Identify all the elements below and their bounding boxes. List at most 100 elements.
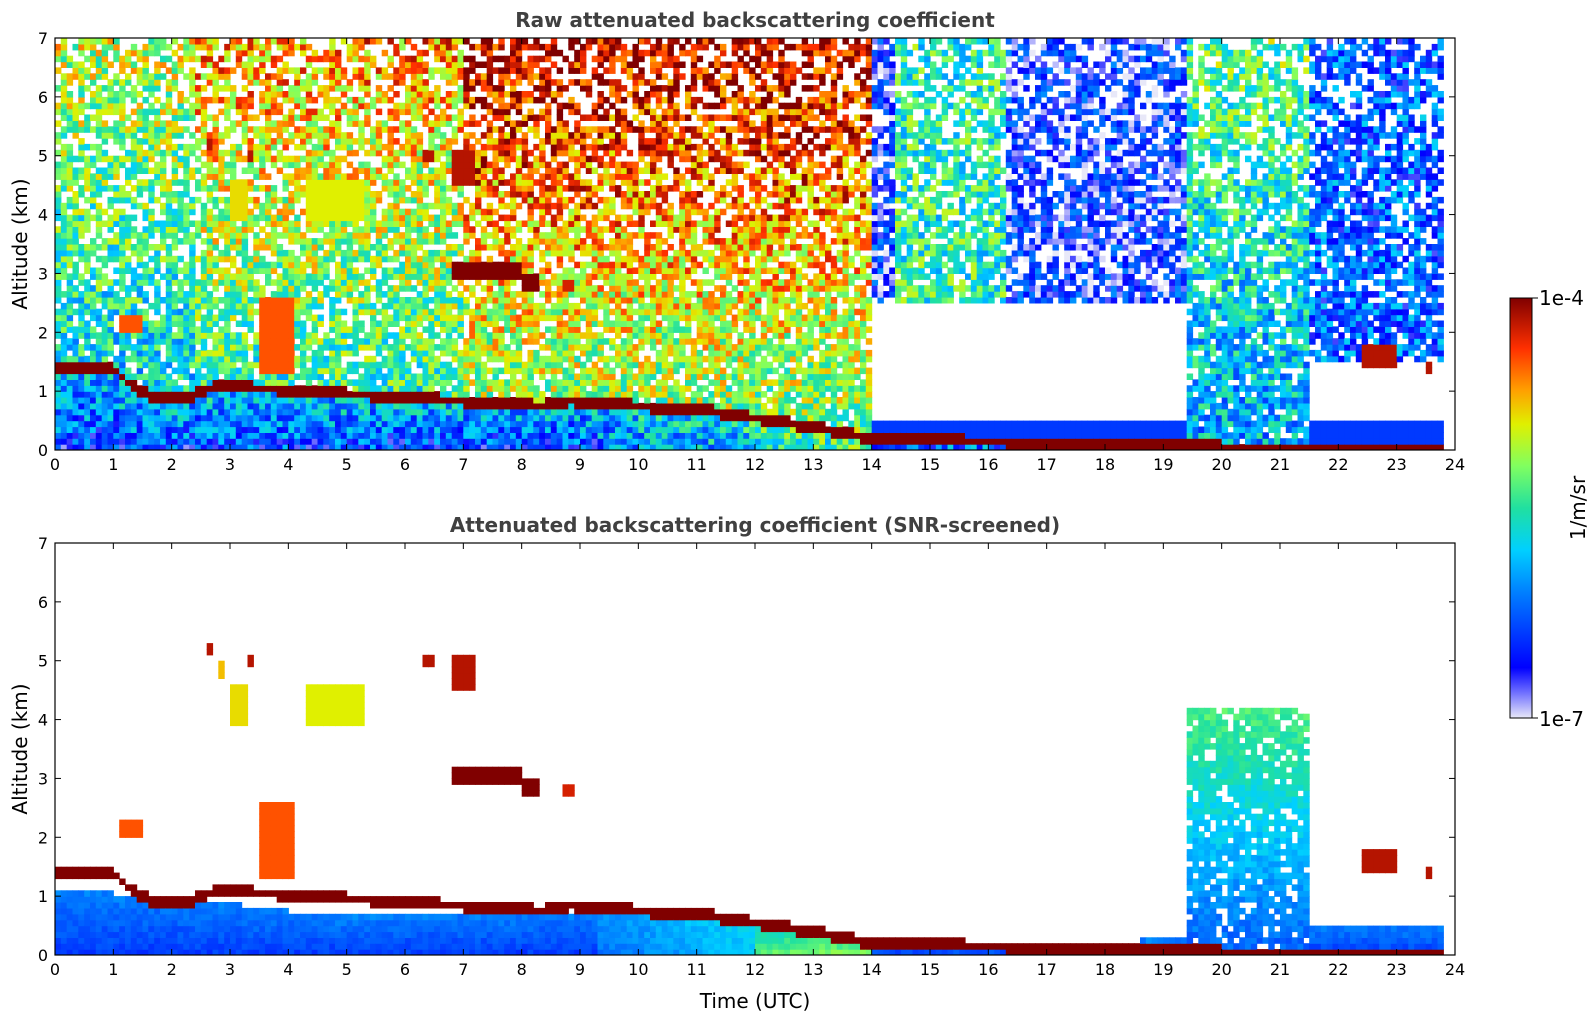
heatmap-cell bbox=[428, 355, 435, 363]
heatmap-cell bbox=[440, 373, 447, 380]
heatmap-cell bbox=[568, 179, 575, 186]
heatmap-cell bbox=[317, 349, 324, 357]
heatmap-cell bbox=[311, 244, 319, 251]
heatmap-cell bbox=[445, 432, 453, 439]
heatmap-cell bbox=[515, 432, 523, 439]
heatmap-cell bbox=[486, 67, 494, 74]
heatmap-cell bbox=[113, 208, 120, 216]
heatmap-cell bbox=[72, 385, 79, 392]
heatmap-cell bbox=[364, 191, 371, 198]
heatmap-cell bbox=[399, 185, 406, 192]
heatmap-cell bbox=[422, 202, 429, 210]
heatmap-cell bbox=[545, 79, 552, 86]
heatmap-cell bbox=[329, 432, 336, 439]
heatmap-cell bbox=[183, 108, 190, 116]
heatmap-cell bbox=[107, 249, 114, 257]
heatmap-cell bbox=[130, 285, 138, 292]
heatmap-cell bbox=[498, 349, 505, 357]
heatmap-cell bbox=[323, 232, 330, 239]
heatmap-cell bbox=[142, 432, 149, 439]
heatmap-cell bbox=[358, 338, 365, 345]
heatmap-cell bbox=[457, 114, 464, 121]
heatmap-cell bbox=[60, 255, 68, 263]
heatmap-cell bbox=[405, 344, 412, 351]
heatmap-cell bbox=[235, 426, 243, 433]
heatmap-cell bbox=[200, 185, 208, 192]
heatmap-cell bbox=[340, 367, 348, 375]
heatmap-cell bbox=[212, 202, 219, 210]
heatmap-cell bbox=[539, 402, 546, 410]
heatmap-cell bbox=[323, 344, 330, 351]
heatmap-cell bbox=[265, 261, 272, 269]
heatmap-cell bbox=[521, 426, 529, 433]
heatmap-cell bbox=[492, 96, 499, 104]
heatmap-cell bbox=[574, 273, 581, 280]
heatmap-cell bbox=[72, 285, 79, 292]
heatmap-cell bbox=[265, 332, 272, 339]
heatmap-cell bbox=[148, 85, 155, 92]
heatmap-cell bbox=[311, 126, 319, 133]
heatmap-cell bbox=[212, 138, 219, 145]
heatmap-cell bbox=[381, 426, 389, 433]
heatmap-cell bbox=[113, 444, 120, 450]
heatmap-cell bbox=[393, 108, 400, 116]
heatmap-cell bbox=[177, 267, 184, 274]
heatmap-cell bbox=[410, 91, 418, 98]
heatmap-cell bbox=[562, 320, 569, 327]
heatmap-cell bbox=[504, 314, 511, 322]
heatmap-cell bbox=[346, 132, 354, 139]
heatmap-cell bbox=[556, 214, 564, 222]
heatmap-cell bbox=[265, 426, 272, 433]
heatmap-cell bbox=[230, 385, 237, 392]
heatmap-cell bbox=[364, 367, 371, 375]
heatmap-cell bbox=[480, 349, 488, 357]
heatmap-cell bbox=[428, 361, 435, 369]
heatmap-cell bbox=[329, 196, 336, 204]
heatmap-cell bbox=[521, 261, 529, 269]
heatmap-cell bbox=[550, 385, 558, 392]
heatmap-cell bbox=[288, 161, 295, 169]
heatmap-cell bbox=[130, 302, 138, 310]
heatmap-cell bbox=[352, 273, 359, 280]
heatmap-cell bbox=[265, 279, 272, 286]
heatmap-cell bbox=[241, 85, 249, 92]
heatmap-cell bbox=[410, 79, 418, 86]
heatmap-cell bbox=[241, 138, 249, 145]
heatmap-cell bbox=[177, 179, 184, 186]
heatmap-cell bbox=[171, 244, 179, 251]
heatmap-cell bbox=[259, 420, 266, 428]
heatmap-cell bbox=[142, 355, 149, 363]
heatmap-cell bbox=[545, 297, 552, 304]
heatmap-cell bbox=[107, 308, 114, 316]
heatmap-cell bbox=[224, 379, 231, 386]
heatmap-cell bbox=[206, 226, 214, 233]
heatmap-cell bbox=[457, 249, 464, 257]
heatmap-cell bbox=[358, 67, 365, 74]
heatmap-cell bbox=[335, 161, 342, 169]
heatmap-cell bbox=[317, 91, 324, 98]
heatmap-cell bbox=[165, 244, 173, 251]
heatmap-cell bbox=[539, 138, 546, 145]
heatmap-cell bbox=[364, 420, 371, 428]
heatmap-cell bbox=[206, 255, 214, 263]
heatmap-cell bbox=[136, 114, 144, 121]
heatmap-cell bbox=[78, 191, 85, 198]
heatmap-cell bbox=[317, 185, 324, 192]
heatmap-cell bbox=[224, 273, 231, 280]
heatmap-cell bbox=[451, 61, 459, 68]
heatmap-cell bbox=[527, 167, 534, 174]
heatmap-cell bbox=[165, 408, 173, 416]
heatmap-cell bbox=[90, 238, 97, 245]
heatmap-cell bbox=[317, 202, 324, 210]
heatmap-cell bbox=[393, 226, 400, 233]
heatmap-cell bbox=[142, 414, 149, 422]
heatmap-cell bbox=[375, 361, 383, 369]
heatmap-cell bbox=[335, 361, 342, 369]
heatmap-cell bbox=[329, 385, 336, 392]
heatmap-cell bbox=[265, 302, 272, 310]
heatmap-cell bbox=[434, 332, 441, 339]
heatmap-cell bbox=[125, 373, 132, 380]
heatmap-cell bbox=[568, 367, 575, 375]
heatmap-cell bbox=[387, 267, 394, 274]
heatmap-cell bbox=[288, 279, 295, 286]
